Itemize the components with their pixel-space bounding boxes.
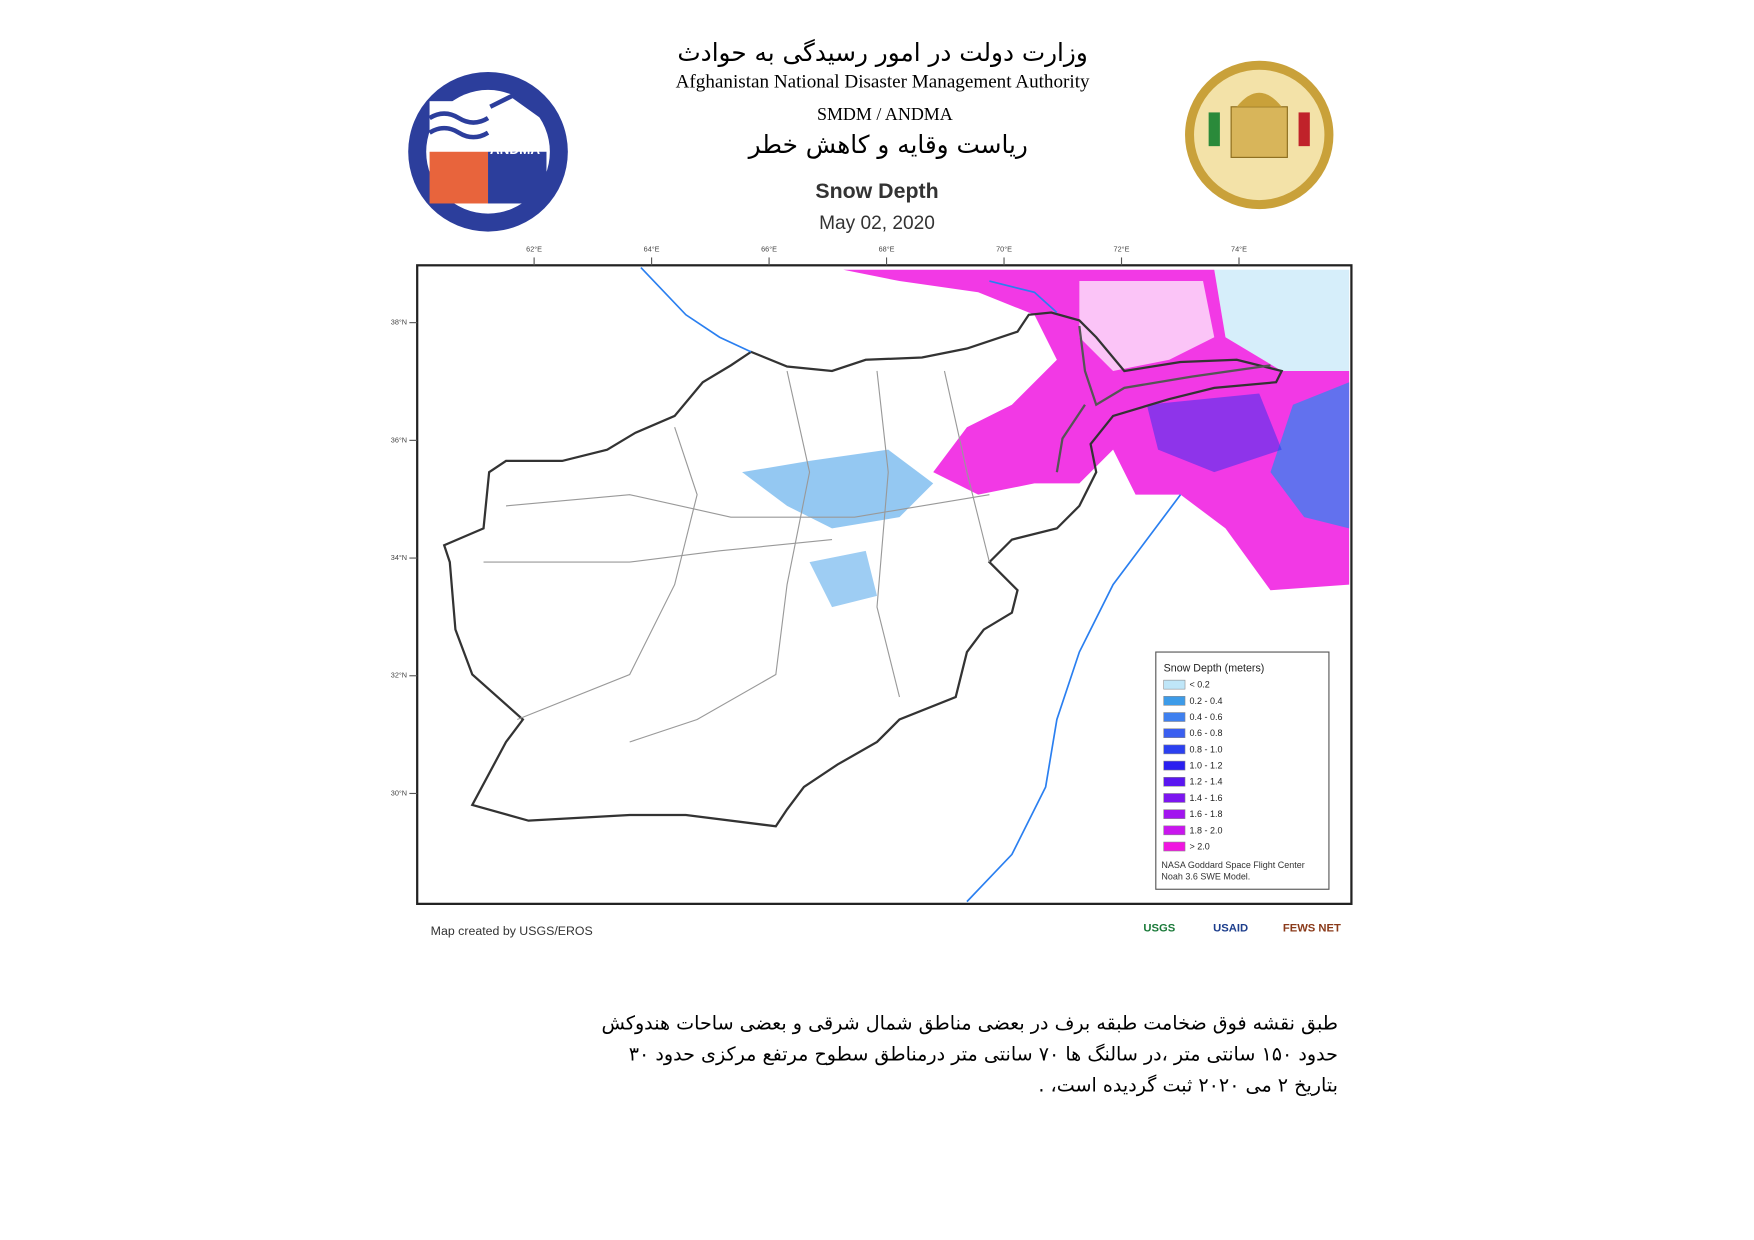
country-outline — [442, 311, 1284, 828]
lon-label: 62°E — [526, 244, 542, 253]
legend-source: Noah 3.6 SWE Model. — [1161, 871, 1250, 881]
lat-label: 34°N — [391, 553, 407, 562]
lat-label: 32°N — [391, 671, 407, 680]
legend-swatch — [1163, 760, 1186, 771]
partner-logo: USGS — [1143, 923, 1175, 935]
map-title: Snow Depth — [815, 179, 938, 203]
header-title-fa: وزارت دولت در امور رسیدگی به حوادث — [677, 38, 1087, 67]
lon-label: 64°E — [644, 244, 660, 253]
body-line: بتاریخ ۲ می ۲۰۲۰ ثبت گردیده است، . — [1038, 1073, 1338, 1096]
legend-swatch — [1163, 809, 1186, 819]
map: 62°E 64°E 66°E 68°E 70°E 72°E 74°E 38°N 36°N 34°N… — [391, 244, 1353, 905]
borders — [1055, 325, 1271, 473]
body-line: طبق نقشه فوق ضخامت طبقه برف در بعضی مناط… — [602, 1012, 1338, 1035]
lon-label: 66°E — [761, 244, 777, 253]
legend-label: 1.6 - 1.8 — [1190, 809, 1223, 819]
legend-label: 0.2 - 0.4 — [1190, 696, 1223, 706]
lon-label: 68°E — [879, 244, 895, 253]
emblem — [1185, 60, 1334, 210]
header-title-en: Afghanistan National Disaster Management… — [676, 72, 1090, 93]
header-subtitle-fa: ریاست وقایه و کاهش خطر — [747, 130, 1028, 159]
legend-label: 0.6 - 0.8 — [1190, 728, 1223, 738]
legend-label: 1.2 - 1.4 — [1190, 777, 1223, 787]
legend-swatch — [1163, 841, 1186, 852]
lon-label: 70°E — [996, 244, 1012, 253]
map-credit: Map created by USGS/EROS — [431, 924, 593, 938]
lat-label: 38°N — [391, 318, 407, 327]
province-lines — [483, 370, 990, 743]
legend-source: NASA Goddard Space Flight Center — [1161, 860, 1304, 870]
legend-swatch — [1163, 712, 1186, 722]
legend-swatch — [1163, 744, 1186, 755]
snow-cover — [742, 269, 1350, 608]
partner-logo: FEWS NET — [1283, 923, 1341, 935]
map-date: May 02, 2020 — [819, 213, 935, 234]
partner-logo: USAID — [1213, 923, 1248, 935]
header-subtitle-en: SMDM / ANDMA — [817, 104, 953, 124]
legend-swatch — [1163, 696, 1186, 706]
legend-label: 1.4 - 1.6 — [1190, 793, 1223, 803]
legend-label: < 0.2 — [1190, 680, 1210, 690]
legend-label: 1.8 - 2.0 — [1190, 825, 1223, 835]
lat-label: 36°N — [391, 435, 407, 444]
body-line: حدود ۱۵۰ سانتی متر ،در سالنگ ها ۷۰ سانتی… — [629, 1043, 1338, 1066]
legend-swatch — [1163, 825, 1186, 836]
lat-label: 30°N — [391, 788, 407, 797]
legend-title: Snow Depth (meters) — [1164, 663, 1265, 675]
legend-swatch — [1163, 728, 1186, 738]
legend-label: 0.4 - 0.6 — [1190, 712, 1223, 722]
lon-label: 74°E — [1231, 244, 1247, 253]
legend-label: > 2.0 — [1190, 841, 1210, 851]
logo-text: ANDMA — [490, 142, 540, 157]
legend-label: 1.0 - 1.2 — [1190, 761, 1223, 771]
legend-swatch — [1163, 776, 1186, 787]
lon-label: 72°E — [1114, 244, 1130, 253]
andma-logo: ANDMA — [408, 71, 568, 232]
rivers — [640, 266, 1182, 903]
legend-swatch — [1163, 793, 1186, 803]
legend-label: 0.8 - 1.0 — [1190, 744, 1223, 754]
legend-swatch — [1163, 679, 1186, 690]
